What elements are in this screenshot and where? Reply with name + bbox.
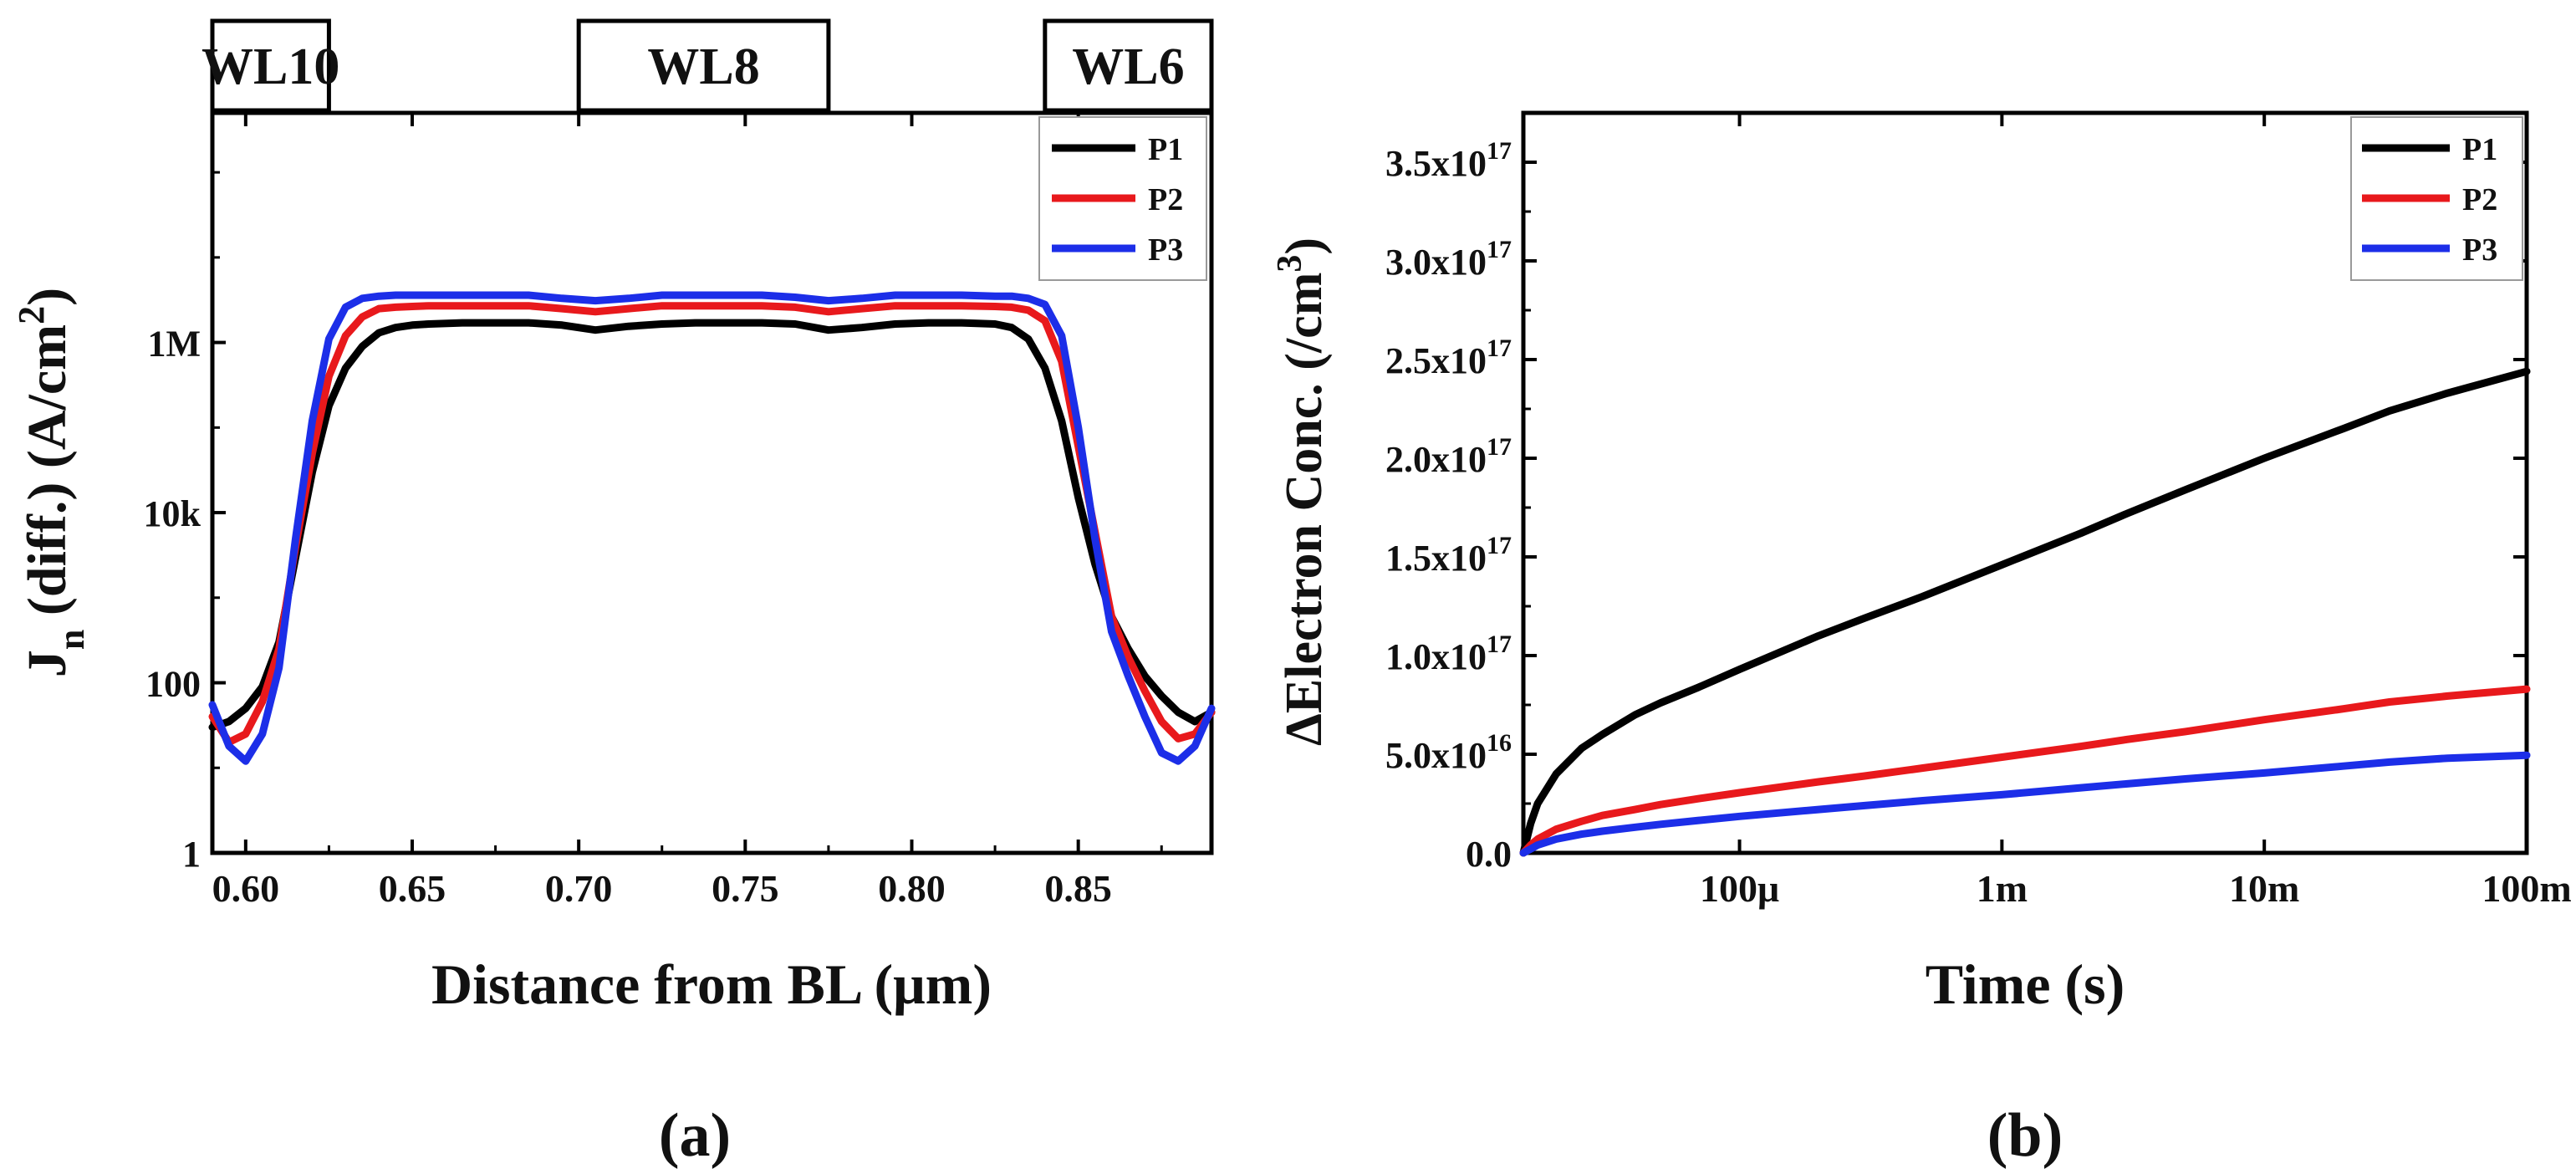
x-tick-label: 0.75 (712, 867, 779, 910)
x-tick-label: 0.80 (878, 867, 946, 910)
wordline-box (1043, 18, 1214, 113)
x-tick-label: 0.60 (212, 867, 280, 910)
y-tick-label: 1.0x1017 (1385, 630, 1512, 677)
panel-a: WL10 WL8 WL6 0.60 0.65 0.70 0.75 0.80 0.85 1 100… (11, 18, 1216, 1170)
legend-label: P2 (2462, 182, 2497, 217)
y-axis-ticks-b: 0.0 5.0x1016 1.0x1017 1.5x1017 2.0x1017 2.5x1… (1385, 137, 2527, 875)
legend-label: P3 (2462, 232, 2497, 268)
y-axis-ticks-a: 1 100 10k 1M (144, 171, 226, 875)
series-line-p3 (1519, 751, 2531, 857)
wordline-box (210, 18, 331, 113)
y-axis-label-b: ΔElectron Conc. (/cm3) (1271, 237, 1333, 746)
series-line-p1 (1519, 367, 2531, 857)
plot-frame-b (1521, 110, 2529, 855)
legend-label: P1 (2462, 132, 2497, 167)
series-group-a (208, 291, 1216, 765)
series-line-p2 (1519, 685, 2531, 857)
y-axis-label-a: Jn (diff.) (A/cm2) (11, 288, 92, 677)
y-tick-label: 100 (145, 664, 201, 705)
x-tick-label: 0.70 (545, 867, 613, 910)
x-axis-label-b: Time (s) (1926, 952, 2125, 1016)
x-tick-label: 10m (2229, 867, 2299, 910)
panel-label-b: (b) (1987, 1101, 2063, 1170)
x-tick-label: 100m (2482, 867, 2571, 910)
wordline-label: WL6 (1072, 38, 1184, 95)
x-axis-label-a: Distance from BL (μm) (431, 952, 992, 1016)
wordline-box (576, 18, 831, 113)
y-tick-label: 10k (144, 493, 201, 534)
y-tick-label: 5.0x1016 (1385, 729, 1512, 776)
y-tick-label: 2.0x1017 (1385, 433, 1512, 480)
y-tick-label: 3.5x1017 (1385, 137, 1512, 184)
panel-b: 100μ 1m 10m 100m 0.0 5.0x1016 1.0x1017 1.5x101… (1271, 110, 2572, 1170)
series-group-b (1519, 367, 2531, 857)
legend-label: P3 (1148, 232, 1183, 268)
series-line-p2 (208, 302, 1216, 747)
wordline-labels: WL10 WL8 WL6 (201, 18, 1214, 113)
y-tick-label: 1M (147, 324, 201, 365)
x-tick-label: 0.65 (379, 867, 446, 910)
series-line-p3 (208, 291, 1216, 765)
x-axis-ticks-b: 100μ 1m 10m 100m (1700, 113, 2572, 910)
plot-frame-a (210, 110, 1214, 855)
y-tick-label: 3.0x1017 (1385, 236, 1512, 283)
legend-a: P1 P2 P3 (1038, 116, 1207, 281)
legend-label: P2 (1148, 182, 1183, 217)
y-tick-label: 1 (182, 834, 201, 875)
panel-label-a: (a) (659, 1101, 731, 1170)
y-tick-label: 2.5x1017 (1385, 334, 1512, 381)
series-line-p1 (208, 319, 1216, 732)
x-axis-ticks-a: 0.60 0.65 0.70 0.75 0.80 0.85 (212, 113, 1163, 910)
wordline-label: WL10 (201, 38, 339, 95)
x-tick-label: 0.85 (1044, 867, 1112, 910)
x-tick-label: 1m (1977, 867, 2028, 910)
legend-label: P1 (1148, 132, 1183, 167)
wordline-label: WL8 (647, 38, 759, 95)
y-tick-label: 0.0 (1466, 834, 1512, 875)
x-tick-label: 100μ (1700, 867, 1779, 910)
y-tick-label: 1.5x1017 (1385, 532, 1512, 579)
legend-b: P1 P2 P3 (2350, 116, 2523, 281)
